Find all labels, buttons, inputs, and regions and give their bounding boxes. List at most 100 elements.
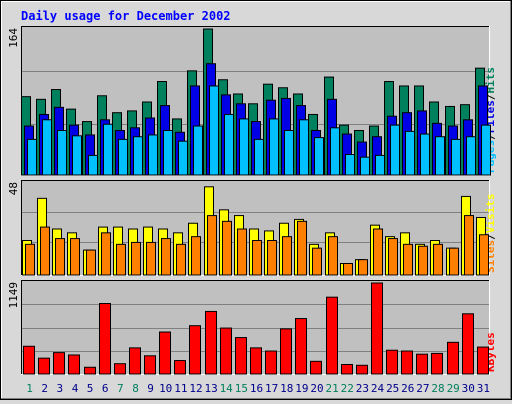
bar-pages-day-8 bbox=[133, 136, 143, 176]
bar-kbytes-day-18 bbox=[280, 328, 292, 375]
x-tick-label-day-22: 22 bbox=[341, 382, 354, 395]
series-kbytes bbox=[23, 282, 489, 375]
x-tick-label-day-9: 9 bbox=[147, 382, 154, 395]
bar-kbytes-day-29 bbox=[447, 341, 459, 375]
bar-kbytes-day-26 bbox=[401, 350, 413, 375]
x-tick-label-day-10: 10 bbox=[159, 382, 172, 395]
bar-sites-day-2 bbox=[40, 226, 50, 276]
bar-kbytes-day-27 bbox=[416, 353, 428, 375]
bar-sites-day-25 bbox=[388, 238, 398, 276]
x-tick-label-day-20: 20 bbox=[310, 382, 323, 395]
x-tick-label-day-17: 17 bbox=[265, 382, 278, 395]
x-tick-label-day-24: 24 bbox=[371, 382, 385, 395]
bar-sites-day-21 bbox=[328, 236, 338, 276]
bar-kbytes-day-14 bbox=[220, 327, 232, 375]
bar-sites-day-15 bbox=[237, 228, 247, 276]
y-max-label: 1149 bbox=[7, 282, 20, 309]
bar-pages-day-13 bbox=[209, 85, 219, 176]
bar-kbytes-day-6 bbox=[99, 303, 111, 375]
bar-pages-day-9 bbox=[148, 134, 158, 176]
bar-pages-day-7 bbox=[118, 138, 128, 176]
panel-1: 164Pages/Files/Hits bbox=[7, 26, 497, 176]
x-tick-label-day-28: 28 bbox=[431, 382, 444, 395]
x-tick-label-day-18: 18 bbox=[280, 382, 293, 395]
bar-sites-day-5 bbox=[86, 249, 96, 276]
bar-kbytes-day-16 bbox=[250, 347, 262, 375]
bar-kbytes-day-13 bbox=[205, 310, 217, 375]
x-tick-label-day-7: 7 bbox=[117, 382, 124, 395]
bar-sites-day-7 bbox=[116, 243, 126, 276]
bar-kbytes-day-5 bbox=[84, 366, 96, 375]
bar-kbytes-day-2 bbox=[38, 357, 50, 375]
bar-kbytes-day-28 bbox=[431, 352, 443, 375]
bar-sites-day-19 bbox=[297, 220, 307, 276]
x-tick-label-day-25: 25 bbox=[386, 382, 399, 395]
x-tick-label-day-26: 26 bbox=[401, 382, 414, 395]
bar-sites-day-30 bbox=[464, 215, 474, 276]
bar-sites-day-4 bbox=[70, 238, 80, 276]
chart-panels: 164Pages/Files/Hits48Sites/Visits1149KBy… bbox=[7, 26, 497, 375]
x-tick-label-day-29: 29 bbox=[447, 382, 460, 395]
bar-pages-day-20 bbox=[314, 137, 324, 176]
bar-pages-day-1 bbox=[27, 138, 37, 176]
bar-pages-day-29 bbox=[451, 138, 461, 176]
x-tick-label-day-31: 31 bbox=[477, 382, 490, 395]
x-axis-day-labels: 1 2 3 4 5 6 7 8 9 10 11 12 13 14 15 16 17 18 19 20 21 22 23 24 2… bbox=[26, 382, 490, 395]
series-pages bbox=[27, 85, 491, 176]
bar-pages-day-16 bbox=[254, 138, 264, 176]
bar-kbytes-day-31 bbox=[477, 346, 489, 375]
bar-pages-day-18 bbox=[284, 129, 294, 176]
bar-pages-day-15 bbox=[239, 118, 249, 176]
bar-kbytes-day-21 bbox=[326, 296, 338, 375]
bar-kbytes-day-9 bbox=[144, 355, 156, 375]
bar-sites-day-31 bbox=[479, 234, 489, 276]
bar-pages-day-2 bbox=[42, 119, 52, 176]
x-tick-label-day-12: 12 bbox=[189, 382, 202, 395]
bar-sites-day-18 bbox=[282, 236, 292, 276]
bar-kbytes-day-30 bbox=[462, 313, 474, 375]
bar-kbytes-day-8 bbox=[129, 347, 141, 375]
bar-kbytes-day-17 bbox=[265, 350, 277, 375]
bar-sites-day-3 bbox=[55, 238, 65, 276]
bar-pages-day-19 bbox=[299, 119, 309, 176]
bar-kbytes-day-7 bbox=[114, 363, 126, 375]
bar-sites-day-12 bbox=[191, 236, 201, 276]
bar-kbytes-day-23 bbox=[356, 364, 368, 375]
bar-pages-day-11 bbox=[178, 140, 188, 176]
bar-pages-day-17 bbox=[269, 118, 279, 176]
bar-sites-day-24 bbox=[373, 228, 383, 276]
x-tick-label-day-14: 14 bbox=[220, 382, 234, 395]
legend-separator: / bbox=[484, 93, 497, 100]
bar-pages-day-3 bbox=[57, 129, 67, 176]
bar-sites-day-1 bbox=[25, 243, 35, 276]
bar-sites-day-6 bbox=[101, 232, 111, 276]
bar-kbytes-day-25 bbox=[386, 349, 398, 375]
bar-sites-day-9 bbox=[146, 241, 156, 276]
chart-title: Daily usage for December 2002 bbox=[21, 9, 231, 23]
bar-pages-day-25 bbox=[390, 124, 400, 176]
x-tick-label-day-1: 1 bbox=[26, 382, 33, 395]
bar-sites-day-16 bbox=[252, 240, 262, 276]
bar-kbytes-day-3 bbox=[53, 352, 65, 375]
y-max-label: 164 bbox=[7, 28, 20, 48]
bar-pages-day-22 bbox=[345, 154, 355, 176]
bar-pages-day-30 bbox=[466, 136, 476, 176]
bar-sites-day-13 bbox=[207, 215, 217, 276]
bar-pages-day-14 bbox=[224, 113, 234, 176]
bar-sites-day-27 bbox=[418, 245, 428, 276]
x-tick-label-day-5: 5 bbox=[87, 382, 94, 395]
x-tick-label-day-19: 19 bbox=[295, 382, 308, 395]
bar-sites-day-26 bbox=[403, 243, 413, 276]
series-sites bbox=[25, 215, 489, 276]
bar-kbytes-day-24 bbox=[371, 282, 383, 375]
x-tick-label-day-21: 21 bbox=[325, 382, 338, 395]
bar-pages-day-23 bbox=[360, 156, 370, 176]
bar-sites-day-22 bbox=[343, 263, 353, 276]
x-tick-label-day-3: 3 bbox=[56, 382, 63, 395]
bar-kbytes-day-4 bbox=[68, 354, 80, 375]
bar-pages-day-6 bbox=[103, 123, 113, 176]
bar-pages-day-31 bbox=[481, 124, 491, 176]
bar-kbytes-day-15 bbox=[235, 337, 247, 375]
